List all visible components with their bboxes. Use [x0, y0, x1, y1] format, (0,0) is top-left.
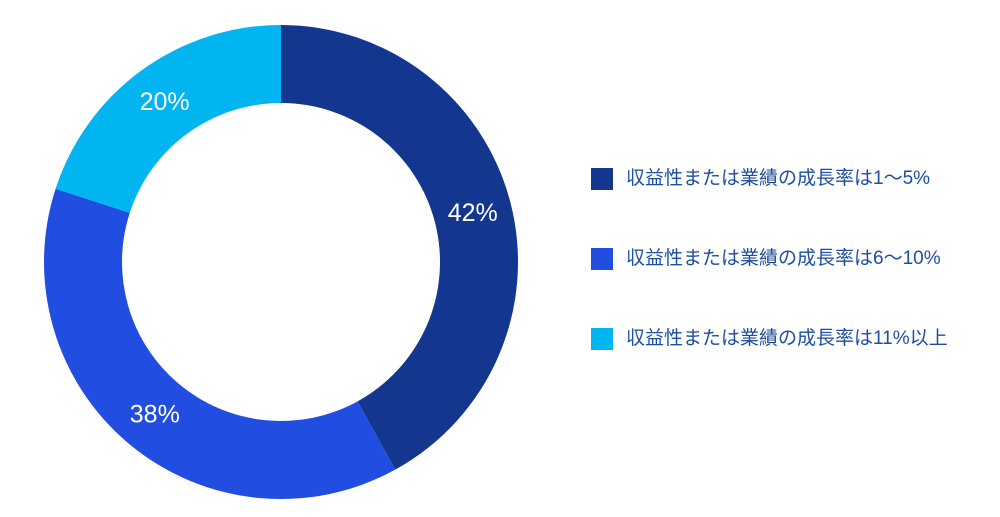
donut-chart: 42% 38% 20% — [44, 24, 518, 499]
segment-value-label: 42% — [448, 199, 498, 227]
legend: 収益性または業績の成長率は1〜5% 収益性または業績の成長率は6〜10% 収益性… — [591, 168, 948, 350]
donut-segment — [44, 188, 396, 499]
legend-label: 収益性または業績の成長率は1〜5% — [626, 168, 931, 189]
donut-segment — [281, 25, 518, 470]
legend-label: 収益性または業績の成長率は11%以上 — [626, 328, 948, 349]
donut-segment — [55, 24, 281, 213]
legend-swatch-cyan — [591, 328, 613, 350]
legend-swatch-navy — [591, 168, 613, 190]
segment-value-label: 38% — [130, 401, 180, 429]
legend-item-1-5pct: 収益性または業績の成長率は1〜5% — [591, 168, 948, 190]
legend-item-6-10pct: 収益性または業績の成長率は6〜10% — [591, 248, 948, 270]
legend-item-11pct-plus: 収益性または業績の成長率は11%以上 — [591, 328, 948, 350]
chart-area: 42% 38% 20% — [44, 24, 518, 499]
legend-label: 収益性または業績の成長率は6〜10% — [626, 248, 941, 269]
segment-value-label: 20% — [140, 88, 190, 116]
legend-swatch-blue — [591, 248, 613, 270]
